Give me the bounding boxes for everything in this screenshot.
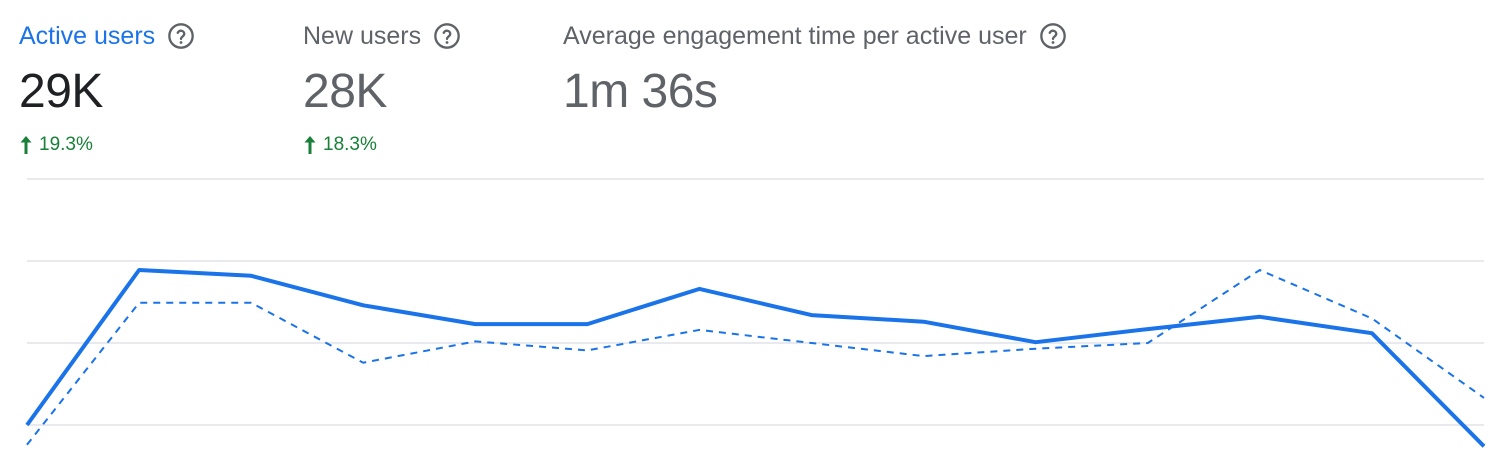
chart-gridlines: [27, 178, 1484, 426]
metric-title: Active users: [19, 18, 195, 54]
line-chart[interactable]: [0, 160, 1503, 470]
metric-value: 28K: [303, 65, 387, 118]
metric-active-users[interactable]: Active users 29K 19.3%: [19, 18, 195, 156]
arrow-up-icon: [20, 136, 32, 154]
series-current-period-line[interactable]: [25, 268, 1486, 448]
help-circle-icon[interactable]: [433, 22, 461, 50]
metric-new-users[interactable]: New users 28K 18.3%: [303, 18, 461, 156]
help-circle-icon[interactable]: [167, 22, 195, 50]
series-previous-period-line[interactable]: [26, 268, 1485, 446]
metric-title: New users: [303, 18, 461, 54]
metric-value: 1m 36s: [563, 65, 718, 118]
arrow-up-icon: [304, 136, 316, 154]
metric-avg-engagement-time[interactable]: Average engagement time per active user …: [563, 18, 1067, 120]
metric-change: 18.3%: [303, 134, 461, 156]
metric-title-label: Active users: [19, 22, 156, 50]
metric-change: 19.3%: [19, 134, 195, 156]
metric-change-value: 18.3%: [323, 134, 377, 155]
metric-title-label: Average engagement time per active user: [563, 22, 1027, 50]
metric-title-label: New users: [303, 22, 422, 50]
help-circle-icon[interactable]: [1039, 22, 1067, 50]
metric-title: Average engagement time per active user: [563, 18, 1067, 54]
metric-value: 29K: [19, 65, 103, 118]
metric-change-value: 19.3%: [39, 134, 93, 155]
